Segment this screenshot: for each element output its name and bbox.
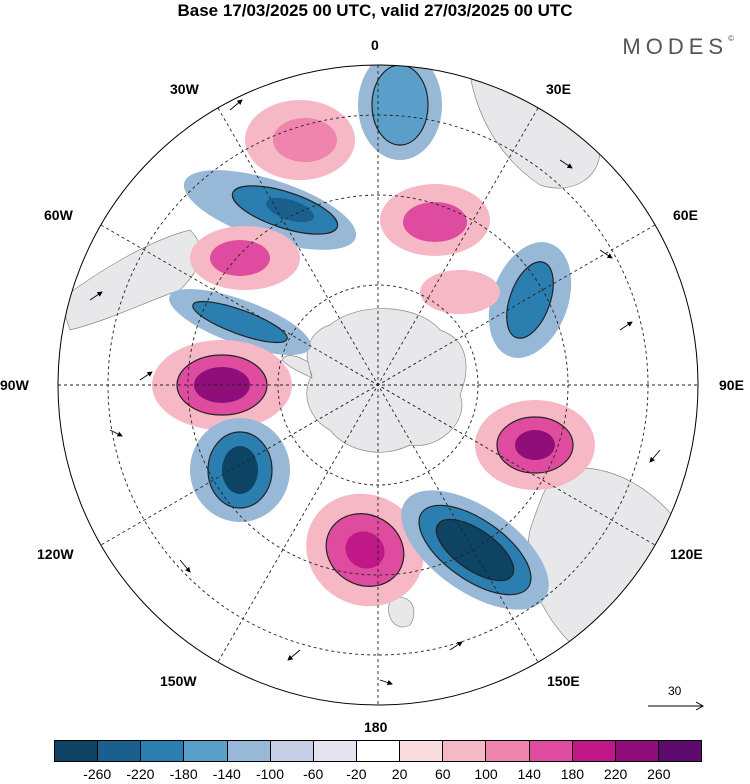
colorbar-tick-label: -20 [346,766,367,782]
antarctica [306,308,467,453]
colorbar-ticks: -260 -220 -180 -140 -100 -60 -20 20 60 100 140 180 2… [54,766,702,784]
land-masses [59,74,691,661]
colorbar-segment [486,741,530,761]
colorbar-tick-label: 20 [391,766,408,782]
wind-vectors [89,99,661,686]
map-title: Base 17/03/2025 00 UTC, valid 27/03/2025… [177,1,573,20]
colorbar-segment [141,741,185,761]
colorbar-tick-label: 100 [474,766,498,782]
lon-label-60w: 60W [44,207,73,223]
contour-lines [176,65,574,596]
vector-reference-label: 30 [668,684,682,698]
map-border [57,64,699,706]
colorbar-segment [400,741,444,761]
colorbar-tick-label: 140 [517,766,541,782]
colorbar-segment [615,741,659,761]
colorbar-tick-label: -100 [255,766,285,782]
lon-label-150e: 150E [547,673,580,689]
lon-label-180: 180 [364,719,388,735]
vector-reference: 30 [646,684,706,720]
brand-text: MODES [622,34,729,59]
colorbar-tick-label: 60 [435,766,451,782]
colorbar-tick-label: -140 [212,766,241,782]
lon-label-30w: 30W [170,81,199,97]
lon-label-150w: 150W [160,673,197,689]
colorbar-tick-label: -180 [169,766,198,782]
lon-label-90e: 90E [719,377,744,393]
antarctic-peninsula [281,355,313,379]
colorbar-segment [184,741,228,761]
colorbar-segment [572,741,616,761]
colorbar-segment [55,741,99,761]
colorbar-tick-label: 260 [647,766,671,782]
lon-label-120e: 120E [670,546,703,562]
colorbar-tick-label: 220 [603,766,628,782]
colorbar-tick-label: 180 [560,766,585,782]
colorbar-tick-label: -60 [303,766,324,782]
colorbar-segment [98,741,142,761]
map-disk [58,65,698,705]
modes-logo: MODES© [622,34,734,60]
polar-map [57,64,699,706]
colorbar [54,740,702,762]
colorbar-segment [270,741,314,761]
colorbar-tick-label: -260 [83,766,112,782]
lon-label-90w: 90W [0,377,29,393]
colorbar-tick-label: -220 [126,766,155,782]
lon-label-60e: 60E [673,207,698,223]
brand-mark: © [728,34,734,43]
lon-label-120w: 120W [37,546,74,562]
colorbar-segment [658,741,702,761]
colorbar-segment [443,741,487,761]
colorbar-segment [313,741,357,761]
graticule [58,65,698,705]
new-zealand [388,597,415,628]
lon-label-0: 0 [371,37,379,53]
vector-reference-arrow [648,701,705,711]
colorbar-segment [227,741,271,761]
lon-label-30e: 30E [546,81,571,97]
colorbar-segment [356,741,401,761]
colorbar-segment [529,741,573,761]
